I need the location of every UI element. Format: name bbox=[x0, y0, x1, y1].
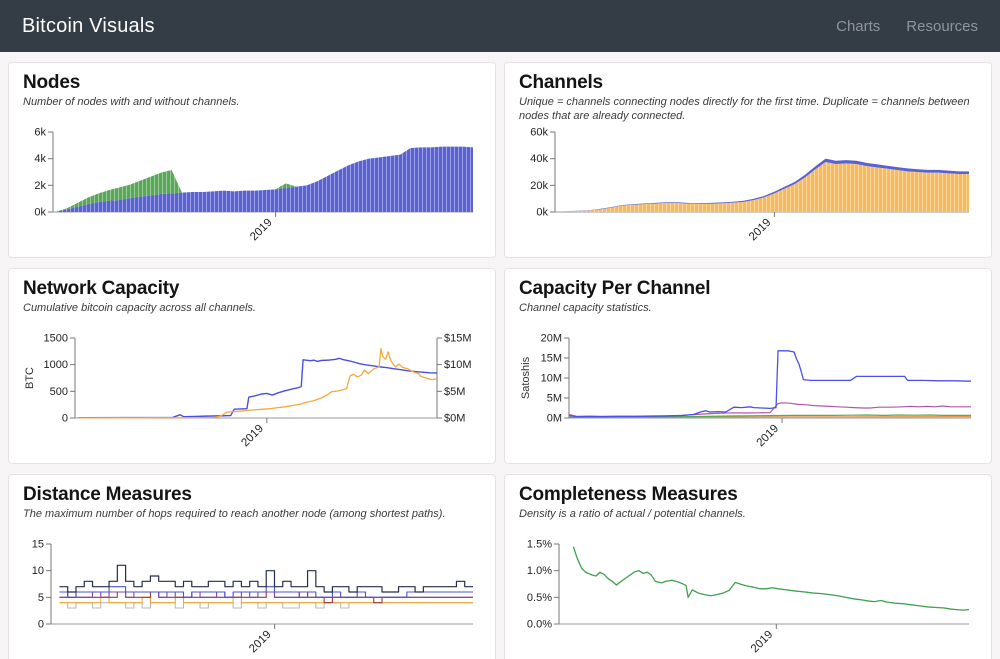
svg-text:20k: 20k bbox=[530, 180, 548, 192]
panel-title-channels: Channels bbox=[519, 72, 603, 93]
panel-title-capacity-per-channel: Capacity Per Channel bbox=[519, 278, 711, 299]
svg-text:0.0%: 0.0% bbox=[527, 619, 552, 631]
svg-text:15M: 15M bbox=[541, 353, 562, 365]
svg-text:4k: 4k bbox=[34, 153, 46, 165]
svg-text:15: 15 bbox=[32, 539, 44, 551]
panel-title-completeness-measures: Completeness Measures bbox=[519, 484, 738, 505]
panel-distance-measures: Distance Measures The maximum number of … bbox=[8, 474, 496, 659]
panel-title-network-capacity: Network Capacity bbox=[23, 278, 180, 299]
panel-subtitle-channels: Unique = channels connecting nodes direc… bbox=[519, 96, 970, 122]
svg-text:1500: 1500 bbox=[44, 333, 68, 345]
svg-text:$10M: $10M bbox=[444, 359, 472, 371]
distance-measures-chart[interactable]: 0 5 10 15 2019 bbox=[23, 538, 481, 659]
svg-text:2019: 2019 bbox=[749, 629, 776, 656]
nav-resources[interactable]: Resources bbox=[906, 17, 978, 35]
svg-text:5: 5 bbox=[38, 592, 44, 604]
panel-subtitle-completeness-measures: Density is a ratio of actual / potential… bbox=[519, 508, 746, 520]
svg-text:5M: 5M bbox=[547, 393, 562, 405]
svg-text:0k: 0k bbox=[34, 207, 46, 219]
svg-text:$15M: $15M bbox=[444, 333, 472, 345]
svg-text:$0M: $0M bbox=[444, 413, 465, 425]
svg-text:$5M: $5M bbox=[444, 386, 465, 398]
svg-text:10M: 10M bbox=[541, 373, 562, 385]
svg-text:0.5%: 0.5% bbox=[527, 592, 552, 604]
svg-text:1.5%: 1.5% bbox=[527, 539, 552, 551]
panel-subtitle-nodes: Number of nodes with and without channel… bbox=[23, 96, 240, 108]
svg-text:2019: 2019 bbox=[747, 217, 774, 244]
brand-title[interactable]: Bitcoin Visuals bbox=[22, 14, 155, 37]
svg-text:0: 0 bbox=[38, 619, 44, 631]
svg-text:Satoshis: Satoshis bbox=[520, 356, 532, 399]
panel-capacity-per-channel: Capacity Per Channel Channel capacity st… bbox=[504, 268, 992, 464]
app-header: Bitcoin Visuals Charts Resources bbox=[0, 0, 1000, 52]
svg-text:BTC: BTC bbox=[24, 367, 36, 389]
svg-text:10: 10 bbox=[32, 565, 44, 577]
svg-text:40k: 40k bbox=[530, 153, 548, 165]
top-nav: Charts Resources bbox=[836, 18, 978, 35]
panel-subtitle-distance-measures: The maximum number of hops required to r… bbox=[23, 508, 446, 520]
nav-charts[interactable]: Charts bbox=[836, 17, 881, 35]
svg-text:2019: 2019 bbox=[755, 423, 782, 450]
svg-text:0k: 0k bbox=[536, 207, 548, 219]
nodes-chart[interactable]: 0k 2k 4k 6k 2019 bbox=[23, 126, 481, 250]
svg-text:2019: 2019 bbox=[248, 217, 275, 244]
panel-network-capacity: Network Capacity Cumulative bitcoin capa… bbox=[8, 268, 496, 464]
completeness-measures-chart[interactable]: 0.0% 0.5% 1.0% 1.5% 2019 bbox=[519, 538, 977, 659]
svg-text:1.0%: 1.0% bbox=[527, 565, 552, 577]
charts-grid: Nodes Number of nodes with and without c… bbox=[0, 52, 1000, 659]
svg-text:60k: 60k bbox=[530, 127, 548, 139]
svg-text:0: 0 bbox=[62, 413, 68, 425]
svg-text:2019: 2019 bbox=[247, 629, 274, 656]
panel-channels: Channels Unique = channels connecting no… bbox=[504, 62, 992, 258]
panel-completeness-measures: Completeness Measures Density is a ratio… bbox=[504, 474, 992, 659]
svg-text:0M: 0M bbox=[547, 413, 562, 425]
channels-chart[interactable]: 0k 20k 40k 60k 2019 bbox=[519, 126, 977, 250]
network-capacity-chart[interactable]: 0 500 1000 1500 $0M $5M $10M $15M 2019 BTC bbox=[23, 332, 481, 456]
svg-text:500: 500 bbox=[50, 386, 68, 398]
panel-subtitle-capacity-per-channel: Channel capacity statistics. bbox=[519, 302, 652, 314]
panel-title-distance-measures: Distance Measures bbox=[23, 484, 192, 505]
panel-nodes: Nodes Number of nodes with and without c… bbox=[8, 62, 496, 258]
svg-text:1000: 1000 bbox=[44, 359, 68, 371]
svg-text:6k: 6k bbox=[34, 127, 46, 139]
panel-title-nodes: Nodes bbox=[23, 72, 81, 93]
capacity-per-channel-chart[interactable]: 0M 5M 10M 15M 20M 2019 Satoshis bbox=[519, 332, 977, 456]
svg-text:2019: 2019 bbox=[239, 423, 266, 450]
svg-text:20M: 20M bbox=[541, 333, 562, 345]
panel-subtitle-network-capacity: Cumulative bitcoin capacity across all c… bbox=[23, 302, 256, 314]
svg-text:2k: 2k bbox=[34, 180, 46, 192]
